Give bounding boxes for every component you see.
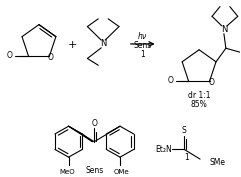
- Text: O: O: [47, 53, 53, 62]
- Text: SMe: SMe: [210, 158, 226, 167]
- Text: +: +: [68, 40, 77, 50]
- Text: OMe: OMe: [113, 169, 129, 175]
- Text: hν: hν: [138, 32, 147, 41]
- Text: O: O: [7, 51, 13, 60]
- Text: MeO: MeO: [60, 169, 75, 175]
- Text: N: N: [221, 25, 227, 34]
- Text: O: O: [168, 76, 174, 85]
- Text: dr 1:1: dr 1:1: [188, 91, 210, 100]
- Text: O: O: [208, 78, 214, 87]
- Text: 1: 1: [140, 50, 145, 59]
- Text: N: N: [100, 39, 106, 48]
- Text: 85%: 85%: [191, 100, 208, 109]
- Text: 1: 1: [184, 153, 189, 162]
- Text: Et₂N: Et₂N: [156, 145, 172, 154]
- Text: S: S: [182, 125, 187, 135]
- Text: Sens: Sens: [85, 166, 103, 175]
- Text: O: O: [91, 119, 97, 128]
- Text: Sens: Sens: [134, 41, 152, 50]
